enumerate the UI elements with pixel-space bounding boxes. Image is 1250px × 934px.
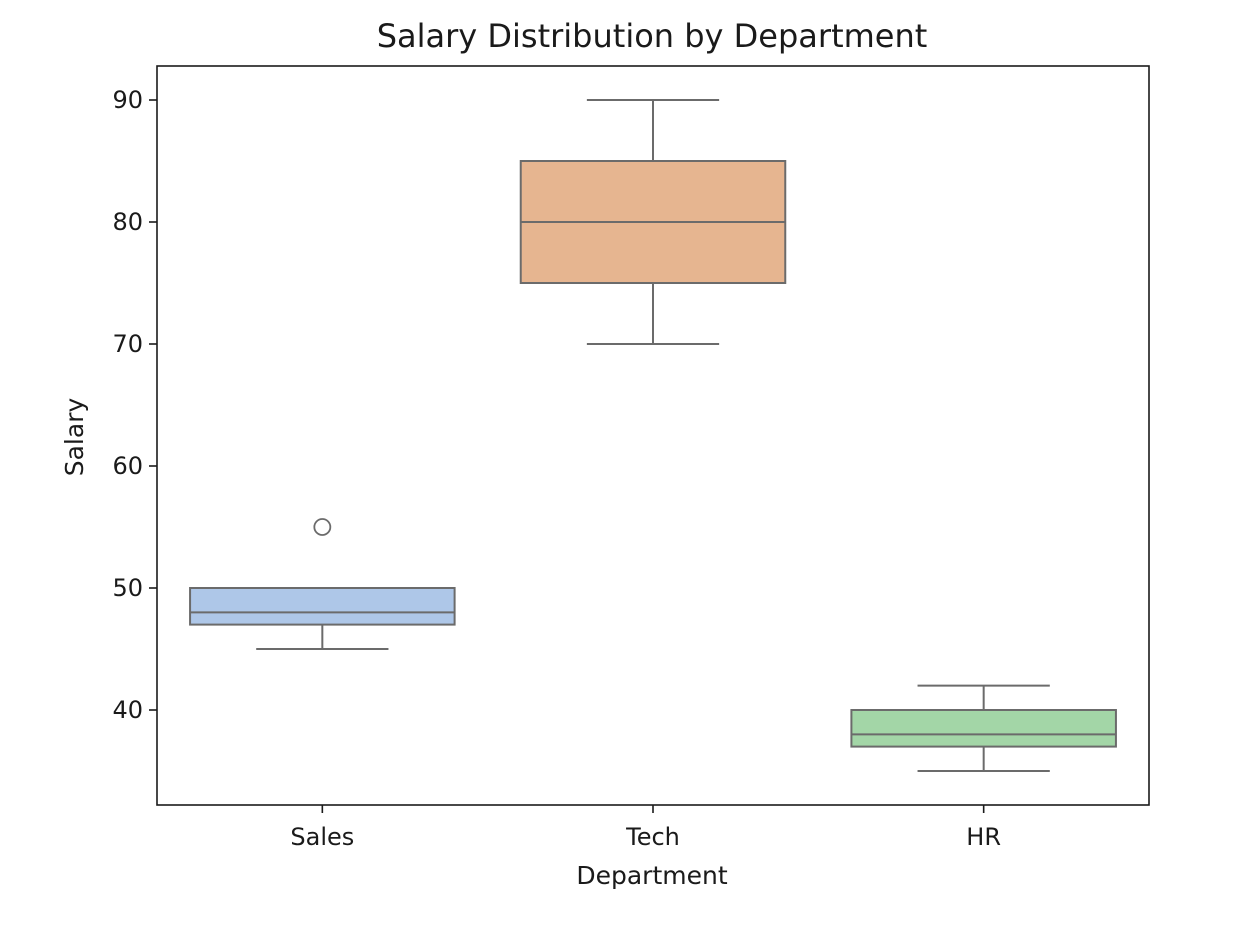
y-tick-label: 50 [112,574,143,602]
y-tick-label: 90 [112,86,143,114]
y-axis: 40 50 60 70 80 90 [112,86,157,724]
box-hr [850,684,1117,772]
box-tech [519,99,787,345]
outlier-point [313,518,332,536]
x-tick-label: Sales [290,823,354,851]
chart-title: Salary Distribution by Department [377,17,928,55]
x-tick-label: Tech [625,823,680,851]
box-sales [189,518,456,650]
x-axis: Sales Tech HR [290,805,1001,851]
x-tick-label: HR [966,823,1001,851]
y-tick-label: 60 [112,452,143,480]
iqr-box [850,709,1117,748]
plot-area [189,99,1117,772]
y-tick-label: 80 [112,208,143,236]
iqr-box [189,587,456,626]
y-tick-label: 70 [112,330,143,358]
x-axis-label: Department [576,861,727,890]
y-axis-label: Salary [60,398,89,477]
y-tick-label: 40 [112,696,143,724]
